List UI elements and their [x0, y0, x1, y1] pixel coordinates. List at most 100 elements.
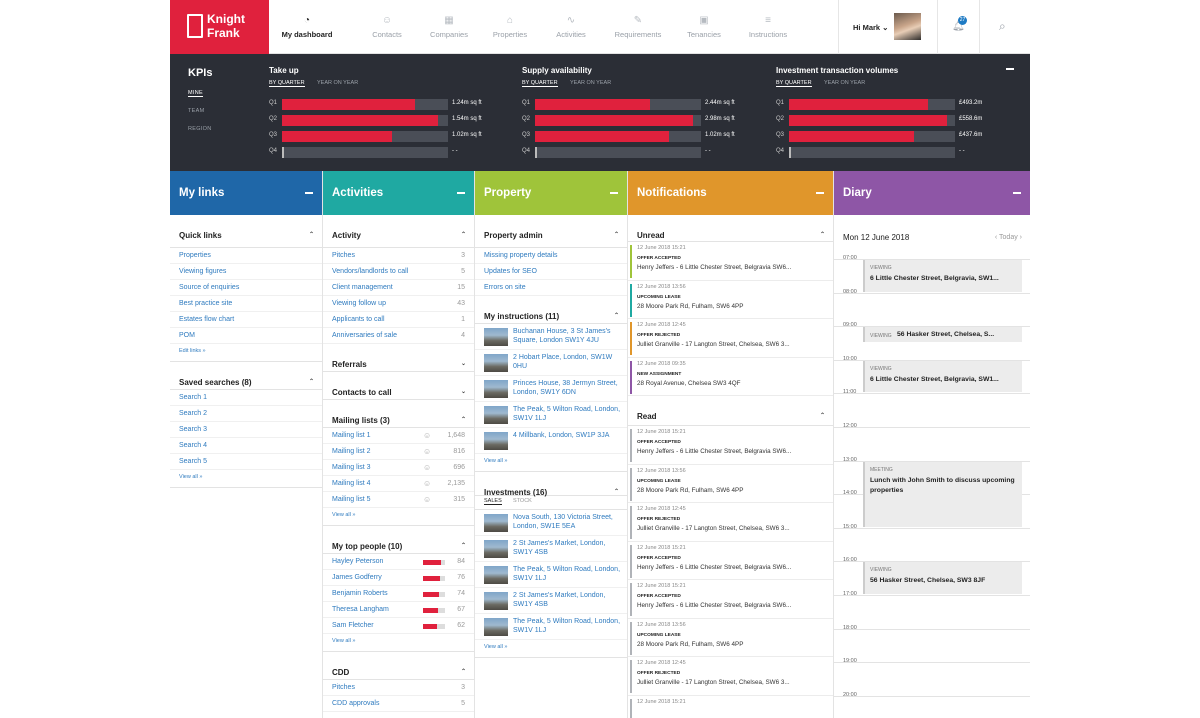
notification-item[interactable]: 12 June 2018 13:56 UPCOMING LEASE 28 Moore… [628, 281, 833, 319]
list-item[interactable]: Search 2 [170, 406, 322, 422]
list-item[interactable]: Source of enquiries [170, 280, 322, 296]
saved-searches-section[interactable]: Saved searches (8) ⌃ [170, 362, 322, 390]
list-item[interactable]: Estates flow chart [170, 312, 322, 328]
person-item[interactable]: Sam Fletcher 62 [323, 618, 474, 634]
nav-item-contacts[interactable]: ☺ Contacts [357, 0, 417, 54]
property-item[interactable]: The Peak, 5 Wilton Road, London, SW1V 1L… [475, 402, 627, 428]
diary-nav[interactable]: ‹ Today › [995, 234, 1022, 241]
mailing-list-item[interactable]: Mailing list 1 ☺ 1,648 [323, 428, 474, 444]
search-button[interactable]: ⌕ [979, 0, 1030, 54]
person-item[interactable]: Benjamin Roberts 74 [323, 586, 474, 602]
nav-item-requirements[interactable]: ✎ Requirements [603, 0, 673, 54]
list-item[interactable]: Updates for SEO [475, 264, 627, 280]
chevron-up-icon[interactable]: ⌃ [460, 417, 466, 423]
property-item[interactable]: The Peak, 5 Wilton Road, London, SW1V 1L… [475, 562, 627, 588]
kpi-scope-region[interactable]: REGION [188, 126, 212, 132]
list-item[interactable]: CDD approvals 5 [323, 696, 474, 712]
nav-item-companies[interactable]: ▦ Companies [418, 0, 480, 54]
user-menu[interactable]: Hi Mark ⌄ [838, 0, 938, 54]
list-item[interactable]: Viewing follow up 43 [323, 296, 474, 312]
nav-item-tenancies[interactable]: ▣ Tenancies [678, 0, 730, 54]
collapse-icon[interactable] [816, 192, 824, 194]
list-item[interactable]: Errors on site [475, 280, 627, 296]
nav-item-my-dashboard[interactable]: ◔ My dashboard [272, 0, 342, 54]
mailing-list-item[interactable]: Mailing list 3 ☺ 696 [323, 460, 474, 476]
today-button[interactable]: Today [999, 234, 1018, 241]
list-item[interactable]: Best practice site [170, 296, 322, 312]
property-admin-section[interactable]: Property admin ⌃ [475, 215, 627, 248]
chevron-up-icon[interactable]: ⌃ [460, 669, 466, 675]
view-all-link[interactable]: View all » [323, 508, 474, 526]
chevron-up-icon[interactable]: ⌃ [613, 232, 619, 238]
list-item[interactable]: Properties [170, 248, 322, 264]
diary-event[interactable]: VIEWING 6 Little Chester Street, Belgravi… [863, 360, 1022, 393]
investment-tab-stock[interactable]: STOCK [513, 498, 532, 504]
list-item[interactable]: Search 3 [170, 422, 322, 438]
list-item[interactable]: Anniversaries of sale 4 [323, 328, 474, 344]
property-item[interactable]: Buchanan House, 3 St James's Square, Lon… [475, 324, 627, 350]
notifications-button[interactable]: 🔔︎ 27 [937, 0, 979, 54]
unread-section[interactable]: Unread ⌃ [628, 215, 833, 242]
mailing-list-item[interactable]: Mailing list 2 ☺ 816 [323, 444, 474, 460]
person-item[interactable]: James Godferry 76 [323, 570, 474, 586]
collapse-icon[interactable] [1013, 192, 1021, 194]
collapse-icon[interactable] [610, 192, 618, 194]
view-all-link[interactable]: View all » [170, 470, 322, 488]
kpi-collapse-icon[interactable] [1006, 68, 1014, 70]
notification-item[interactable]: 12 June 2018 15:21 [628, 696, 833, 718]
property-item[interactable]: 2 Hobart Place, London, SW1W 0HU [475, 350, 627, 376]
chevron-up-icon[interactable]: ⌃ [308, 379, 314, 385]
list-item[interactable]: POM [170, 328, 322, 344]
diary-event[interactable]: VIEWING 6 Little Chester Street, Belgravi… [863, 260, 1022, 292]
top-people-section[interactable]: My top people (10) ⌃ [323, 526, 474, 554]
kpi-tab-1[interactable]: YEAR ON YEAR [824, 80, 866, 86]
list-item[interactable]: Pitches 3 [323, 680, 474, 696]
list-item[interactable]: Applicants to call 1 [323, 312, 474, 328]
kpi-scope-team[interactable]: TEAM [188, 108, 205, 114]
list-item[interactable]: Missing property details [475, 248, 627, 264]
list-item[interactable]: Viewing figures [170, 264, 322, 280]
notification-item[interactable]: 12 June 2018 15:21 OFFER ACCEPTED Henry Je… [628, 426, 833, 465]
chevron-down-icon[interactable]: ⌄ [460, 361, 466, 367]
chevron-down-icon[interactable]: ⌄ [460, 389, 466, 395]
view-all-link[interactable]: View all » [475, 640, 627, 658]
diary-event[interactable]: MEETING Lunch with John Smith to discuss … [863, 461, 1022, 527]
kpi-tab-0[interactable]: BY QUARTER [269, 80, 305, 87]
chevron-up-icon[interactable]: ⌃ [613, 489, 619, 495]
chevron-up-icon[interactable]: ⌃ [460, 232, 466, 238]
kpi-tab-1[interactable]: YEAR ON YEAR [570, 80, 612, 86]
property-item[interactable]: 2 St James's Market, London, SW1Y 4SB [475, 588, 627, 614]
chevron-up-icon[interactable]: ⌃ [613, 313, 619, 319]
list-item[interactable]: Search 5 [170, 454, 322, 470]
nav-item-instructions[interactable]: ≡ Instructions [737, 0, 799, 54]
list-item[interactable]: Search 1 [170, 390, 322, 406]
mailing-list-item[interactable]: Mailing list 4 ☺ 2,135 [323, 476, 474, 492]
notification-item[interactable]: 12 June 2018 13:56 UPCOMING LEASE 28 Moore… [628, 465, 833, 503]
kpi-tab-1[interactable]: YEAR ON YEAR [317, 80, 359, 86]
property-item[interactable]: 4 Millbank, London, SW1P 3JA [475, 428, 627, 454]
chevron-up-icon[interactable]: ⌃ [460, 543, 466, 549]
property-item[interactable]: 2 St James's Market, London, SW1Y 4SB [475, 536, 627, 562]
notification-item[interactable]: 12 June 2018 15:21 OFFER ACCEPTED Henry Je… [628, 580, 833, 619]
notification-item[interactable]: 12 June 2018 09:35 NEW ASSIGNMENT 28 Royal… [628, 358, 833, 396]
property-item[interactable]: Nova South, 130 Victoria Street, London,… [475, 510, 627, 536]
person-item[interactable]: Theresa Langham 67 [323, 602, 474, 618]
kpi-tab-0[interactable]: BY QUARTER [776, 80, 812, 87]
notification-item[interactable]: 12 June 2018 12:45 OFFER REJECTED Julliet … [628, 319, 833, 358]
notification-item[interactable]: 12 June 2018 13:56 UPCOMING LEASE 28 Moore… [628, 619, 833, 657]
investments-section[interactable]: Investments (16) ⌃ [475, 472, 627, 497]
list-item[interactable]: Vendors/landlords to call 5 [323, 264, 474, 280]
view-all-link[interactable]: View all » [323, 634, 474, 652]
property-item[interactable]: Princes House, 38 Jermyn Street, London,… [475, 376, 627, 402]
investment-tab-sales[interactable]: SALES [484, 498, 502, 505]
avatar[interactable] [894, 13, 921, 40]
view-all-link[interactable]: View all » [475, 454, 627, 472]
contacts-to-call-section[interactable]: Contacts to call ⌄ [323, 372, 474, 400]
collapse-icon[interactable] [457, 192, 465, 194]
diary-event[interactable]: VIEWING 56 Hasker Street, Chelsea, SW3 8J… [863, 562, 1022, 594]
chevron-up-icon[interactable]: ⌃ [819, 413, 825, 419]
list-item[interactable]: Client management 15 [323, 280, 474, 296]
chevron-right-icon[interactable]: › [1017, 234, 1022, 241]
diary-event[interactable]: VIEWING 56 Hasker Street, Chelsea, S... [863, 327, 1022, 342]
notification-item[interactable]: 12 June 2018 12:45 OFFER REJECTED Julliet … [628, 657, 833, 696]
